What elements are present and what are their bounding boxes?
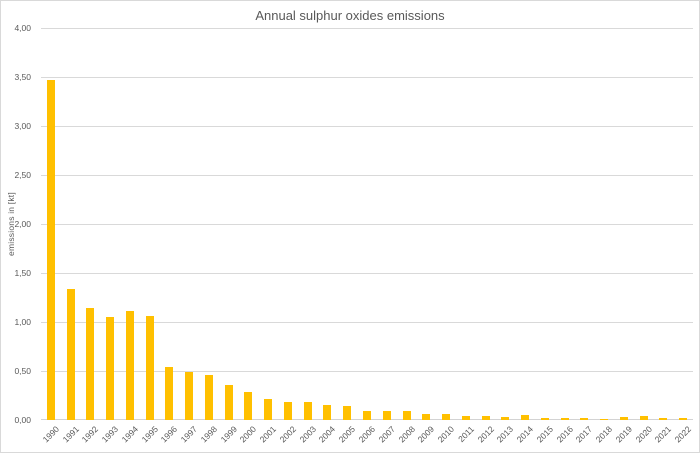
y-tick-label: 3,50 [14, 71, 31, 82]
gridline [41, 371, 693, 372]
y-tick-label: 3,00 [14, 120, 31, 131]
bar-1997 [185, 372, 194, 420]
bar-1991 [66, 289, 75, 420]
bar-2011 [461, 416, 470, 420]
bar-1998 [204, 375, 213, 420]
bar-2015 [540, 418, 549, 420]
bar-2005 [343, 406, 352, 420]
bar-1990 [46, 80, 55, 420]
y-tick-label: 2,50 [14, 169, 31, 180]
bar-2008 [402, 411, 411, 420]
gridline [41, 126, 693, 127]
bar-2000 [244, 392, 253, 420]
gridline [41, 322, 693, 323]
bar-2002 [283, 402, 292, 420]
bar-2013 [501, 417, 510, 420]
bar-2017 [580, 418, 589, 420]
gridline [41, 28, 693, 29]
bar-2007 [382, 411, 391, 420]
y-tick-label: 0,00 [14, 414, 31, 425]
bar-1994 [125, 311, 134, 420]
bar-2012 [481, 416, 490, 420]
bar-1993 [106, 317, 115, 420]
gridline [41, 273, 693, 274]
gridline [41, 77, 693, 78]
bar-1999 [224, 385, 233, 420]
plot-area [41, 28, 693, 420]
bar-2020 [639, 416, 648, 420]
bar-2019 [619, 417, 628, 420]
y-tick-label: 2,00 [14, 218, 31, 229]
bar-2014 [521, 415, 530, 420]
y-tick-label: 1,00 [14, 316, 31, 327]
bar-1992 [86, 308, 95, 420]
bar-2001 [264, 399, 273, 420]
y-tick-label: 4,00 [14, 22, 31, 33]
bar-2006 [363, 411, 371, 420]
bar-2016 [560, 418, 569, 420]
bar-2004 [323, 405, 332, 420]
chart-title: Annual sulphur oxides emissions [255, 8, 445, 23]
y-tick-label: 0,50 [14, 365, 31, 376]
bar-2021 [659, 418, 668, 420]
bar-1995 [145, 316, 154, 420]
bar-1996 [165, 367, 174, 420]
bar-2003 [303, 402, 312, 420]
bar-2010 [442, 414, 451, 420]
gridline [41, 175, 693, 176]
bar-2018 [600, 419, 609, 420]
bar-2009 [422, 414, 431, 420]
gridline [41, 224, 693, 225]
y-tick-label: 1,50 [14, 267, 31, 278]
bar-2022 [679, 418, 688, 420]
